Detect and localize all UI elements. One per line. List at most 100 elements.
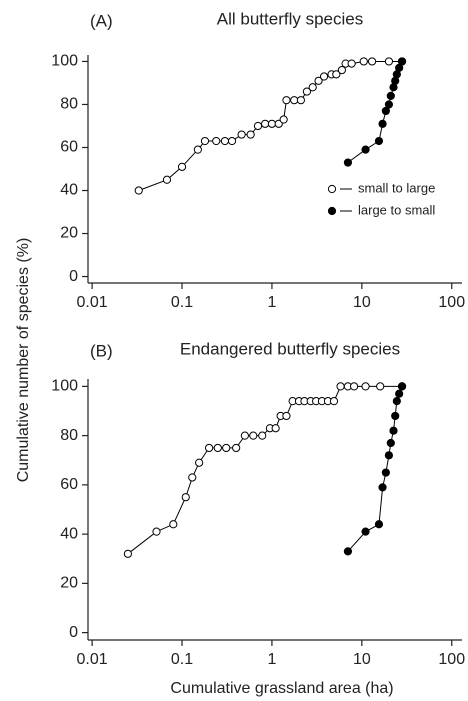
data-point — [361, 527, 370, 536]
panel-label: (A) — [90, 11, 113, 30]
data-point — [302, 87, 312, 96]
y-tick-label: 80 — [60, 427, 78, 444]
data-point — [359, 57, 368, 66]
data-point — [204, 443, 214, 453]
data-point — [240, 431, 249, 440]
x-tick-label: 100 — [438, 294, 465, 311]
data-point — [258, 431, 267, 440]
data-point — [169, 520, 178, 529]
data-point — [376, 382, 385, 391]
y-tick-label: 40 — [60, 182, 78, 199]
data-point — [246, 130, 255, 139]
data-point — [181, 493, 190, 502]
data-point — [337, 65, 346, 75]
data-point — [227, 136, 237, 146]
x-axis-label: Cumulative grassland area (ha) — [170, 680, 393, 697]
data-point — [237, 130, 246, 139]
data-point — [279, 115, 288, 124]
data-point — [389, 426, 398, 435]
data-point — [261, 119, 270, 128]
data-point — [367, 57, 377, 66]
data-point — [386, 91, 395, 100]
x-tick-label: 0.1 — [171, 294, 193, 311]
data-point — [384, 100, 394, 109]
data-point — [249, 431, 258, 440]
data-point — [381, 468, 390, 477]
y-tick-label: 100 — [51, 53, 78, 70]
series-line — [127, 385, 402, 555]
data-point — [395, 389, 404, 398]
data-point — [213, 443, 222, 453]
y-tick-label: 40 — [60, 525, 78, 542]
x-tick-label: 100 — [438, 651, 465, 668]
data-point — [397, 57, 407, 66]
legend-label: large to small — [358, 202, 435, 217]
data-point — [267, 119, 277, 128]
data-point — [391, 411, 400, 421]
data-point — [134, 186, 143, 195]
data-point — [384, 451, 394, 460]
data-point — [123, 549, 132, 558]
data-point — [397, 382, 407, 391]
data-point — [374, 520, 384, 529]
chart-title: All butterfly species — [217, 9, 363, 28]
panel-label: (B) — [90, 341, 113, 360]
data-point — [336, 382, 345, 391]
y-tick-label: 100 — [51, 378, 78, 395]
data-point — [193, 145, 202, 154]
data-point — [195, 458, 204, 467]
y-tick-label: 0 — [69, 624, 78, 641]
data-point — [347, 59, 356, 68]
data-point — [384, 57, 394, 66]
x-tick-label: 0.01 — [77, 294, 108, 311]
chart-title: Endangered butterfly species — [180, 339, 400, 358]
data-point — [381, 106, 390, 116]
legend-label: small to large — [358, 180, 435, 195]
data-point — [343, 547, 353, 556]
data-point — [290, 96, 299, 105]
data-point — [282, 411, 291, 421]
data-point — [271, 424, 280, 433]
data-point — [212, 136, 221, 146]
x-tick-label: 0.1 — [171, 651, 193, 668]
x-tick-label: 1 — [267, 294, 276, 311]
data-point — [386, 438, 395, 448]
y-tick-label: 20 — [60, 575, 78, 592]
y-tick-label: 60 — [60, 139, 78, 156]
data-point — [188, 473, 197, 482]
data-point — [232, 443, 241, 453]
data-point — [343, 158, 353, 167]
data-point — [308, 83, 317, 92]
data-point — [319, 72, 329, 81]
data-point — [349, 382, 359, 391]
data-point — [152, 527, 161, 536]
data-point — [222, 443, 231, 453]
legend-marker — [327, 206, 337, 216]
y-tick-label: 20 — [60, 225, 78, 242]
data-point — [253, 121, 263, 131]
y-axis-label: Cumulative number of species (%) — [15, 238, 32, 483]
y-tick-label: 0 — [69, 268, 78, 285]
data-point — [332, 70, 341, 79]
data-point — [296, 96, 306, 105]
data-point — [361, 145, 370, 154]
data-point — [329, 397, 339, 406]
data-point — [392, 397, 401, 406]
series-line — [347, 386, 403, 552]
data-point — [361, 382, 370, 391]
y-tick-label: 80 — [60, 96, 78, 113]
x-tick-label: 0.01 — [77, 651, 108, 668]
x-tick-label: 10 — [353, 651, 371, 668]
data-point — [282, 96, 291, 105]
x-tick-label: 10 — [353, 294, 371, 311]
data-point — [177, 162, 187, 171]
data-point — [374, 136, 384, 146]
data-point — [378, 119, 387, 128]
data-point — [220, 136, 230, 146]
legend-marker — [327, 184, 337, 194]
data-point — [200, 136, 210, 146]
x-tick-label: 1 — [267, 651, 276, 668]
data-point — [314, 76, 323, 85]
y-tick-label: 60 — [60, 476, 78, 493]
